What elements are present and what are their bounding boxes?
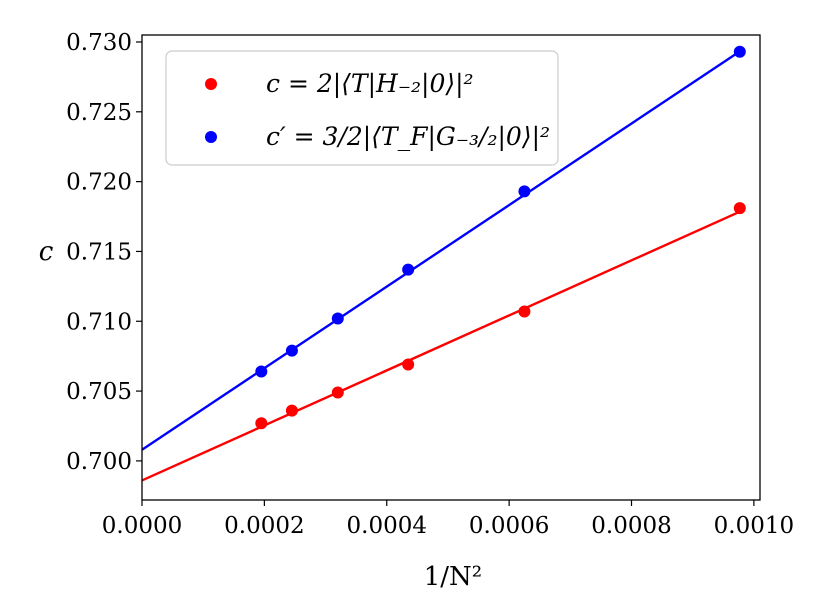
fit-line-series-0	[141, 210, 741, 482]
y-tick-label: 0.725	[66, 100, 132, 126]
y-tick-label: 0.715	[66, 239, 132, 265]
fit-lines	[141, 50, 741, 482]
legend-marker-blue	[205, 131, 217, 143]
legend-box	[165, 50, 559, 166]
fit-line-series-1	[141, 50, 741, 451]
data-point-series-0	[402, 358, 415, 371]
x-tick-label: 0.0002	[224, 513, 304, 539]
x-tick-label: 0.0004	[347, 513, 427, 539]
data-point-series-0	[733, 202, 746, 215]
y-tick-label: 0.705	[66, 379, 132, 405]
data-point-series-0	[285, 404, 298, 417]
data-point-series-0	[518, 305, 531, 318]
x-tick-label: 0.0006	[469, 513, 549, 539]
plot-frame	[141, 34, 761, 501]
legend-label-c-prime: c′ = 3/2|⟨T_F|G₋₃/₂|0⟩|²	[266, 122, 550, 152]
legend-label-c: c = 2|⟨T|H₋₂|0⟩|²	[266, 69, 474, 99]
data-point-series-1	[733, 45, 746, 58]
data-point-series-0	[331, 386, 344, 399]
y-tick-label: 0.710	[66, 309, 132, 335]
legend: c = 2|⟨T|H₋₂|0⟩|² c′ = 3/2|⟨T_F|G₋₃/₂|0⟩…	[165, 50, 559, 166]
legend-marker-red	[205, 78, 217, 90]
x-axis-label: 1/N²	[424, 562, 482, 592]
data-point-series-1	[285, 344, 298, 357]
data-point-series-0	[255, 417, 268, 430]
y-tick-label: 0.720	[66, 170, 132, 196]
x-tick-label: 0.0010	[714, 513, 794, 539]
y-axis-ticks: 0.700 0.705 0.710 0.715 0.720 0.725 0.730	[66, 30, 142, 475]
x-tick-label: 0.0008	[591, 513, 671, 539]
data-point-series-1	[331, 312, 344, 325]
y-tick-label: 0.700	[66, 449, 132, 475]
y-axis-label: c	[39, 237, 54, 267]
data-point-series-1	[255, 365, 268, 378]
data-points	[255, 45, 746, 430]
data-point-series-1	[518, 185, 531, 198]
data-point-series-1	[402, 263, 415, 276]
y-tick-label: 0.730	[66, 30, 132, 56]
x-tick-label: 0.0000	[102, 513, 182, 539]
x-axis-ticks: 0.0000 0.0002 0.0004 0.0006 0.0008 0.0010	[102, 500, 794, 539]
